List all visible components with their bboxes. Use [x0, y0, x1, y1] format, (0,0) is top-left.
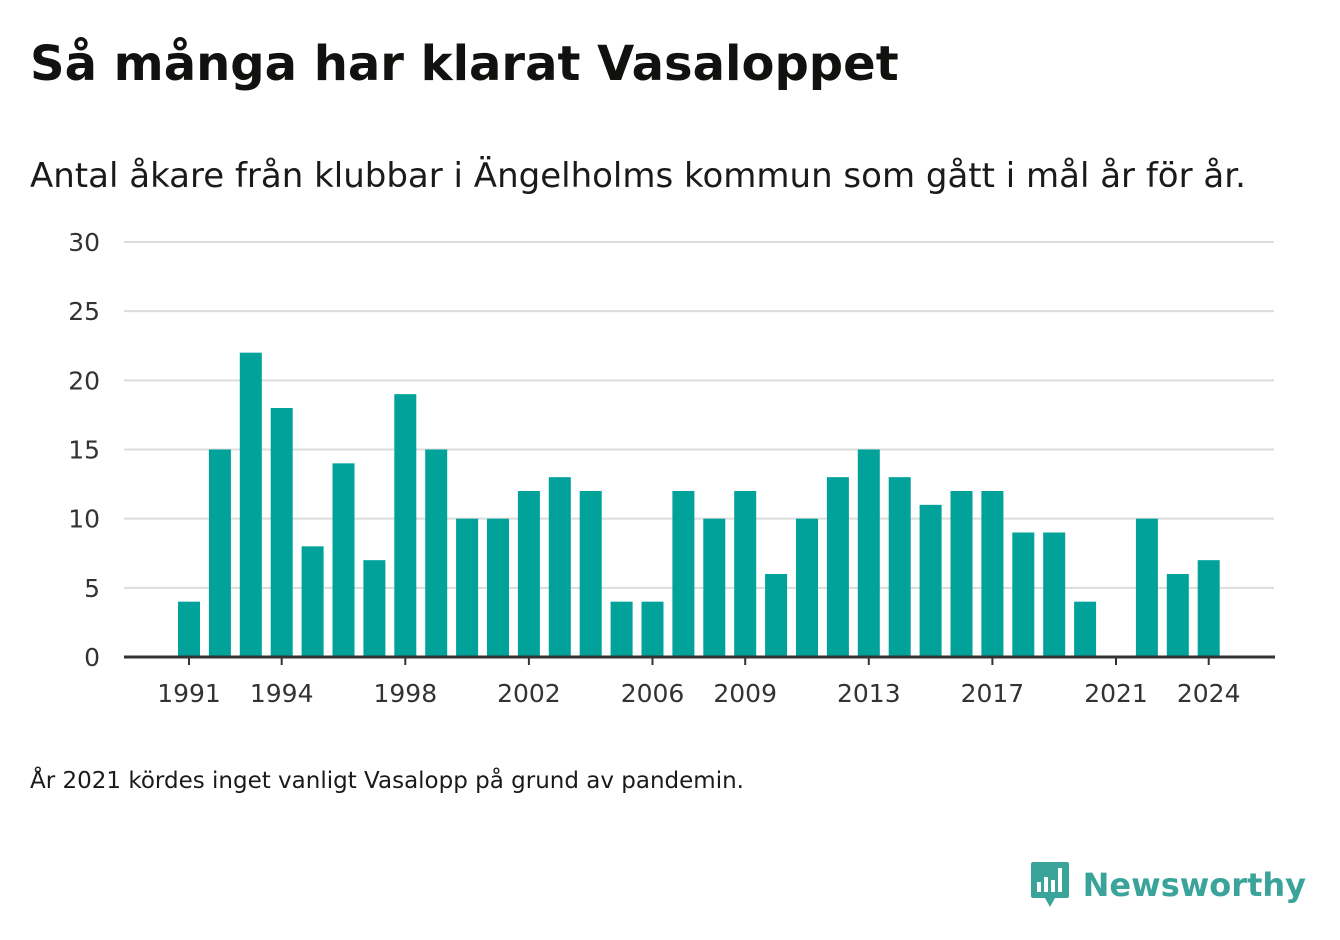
bar-2010: [765, 574, 788, 657]
axes: 0 5 10 15 20 25 30 1991 1994 1998 2002 2006 2009 2013…: [68, 228, 1275, 708]
bar-1999: [425, 449, 448, 657]
bars: [178, 352, 1220, 657]
bar-2016: [950, 491, 973, 657]
bar-1995: [301, 546, 324, 657]
chart-subtitle: Antal åkare från klubbar i Ängelholms ko…: [30, 156, 1246, 196]
y-tick-label: 10: [68, 505, 100, 534]
footnote: År 2021 kördes inget vanligt Vasalopp på…: [30, 768, 744, 794]
bar-2018: [1012, 532, 1035, 657]
brand: Newsworthy: [1029, 860, 1306, 910]
bar-2004: [579, 491, 602, 657]
y-tick-label: 15: [68, 436, 100, 465]
x-tick-label: 2021: [1084, 679, 1148, 708]
x-tick-label: 1998: [373, 679, 437, 708]
x-tick-label: 1994: [250, 679, 314, 708]
bar-2023: [1166, 574, 1189, 657]
y-tick-label: 0: [84, 643, 100, 672]
bar-2000: [456, 518, 479, 657]
bar-2009: [734, 491, 757, 657]
newsworthy-logo-icon: [1030, 862, 1069, 907]
bar-1996: [332, 463, 355, 657]
bar-2019: [1043, 532, 1066, 657]
bar-2007: [672, 491, 695, 657]
bar-2020: [1074, 601, 1097, 657]
bar-2006: [641, 601, 664, 657]
bar-2008: [703, 518, 726, 657]
bar-2015: [919, 504, 942, 657]
bar-2012: [826, 477, 849, 657]
brand-name: Newsworthy: [1082, 866, 1306, 904]
bar-1994: [270, 408, 293, 657]
x-tick-label: 2013: [837, 679, 901, 708]
x-tick-label: 2006: [621, 679, 685, 708]
bar-2022: [1135, 518, 1158, 657]
x-tick-label: 2009: [713, 679, 777, 708]
bar-1997: [363, 560, 386, 657]
bar-2005: [610, 601, 633, 657]
gridlines: [124, 241, 1274, 589]
x-tick-label: 2002: [497, 679, 561, 708]
bar-chart: 0 5 10 15 20 25 30 1991 1994 1998 2002 2006 2009 2013…: [68, 228, 1275, 708]
y-tick-label: 25: [68, 297, 100, 326]
bar-2024: [1197, 560, 1220, 657]
bar-2001: [487, 518, 509, 657]
y-tick-label: 20: [68, 366, 100, 395]
y-tick-label: 30: [68, 228, 100, 257]
bar-2017: [981, 491, 1004, 657]
chart-title: Så många har klarat Vasaloppet: [30, 36, 899, 92]
bar-1993: [239, 352, 262, 657]
bar-1992: [208, 449, 231, 657]
bar-2011: [796, 518, 818, 657]
bar-2013: [857, 449, 880, 657]
x-tick-label: 2024: [1177, 679, 1241, 708]
bar-2003: [548, 477, 571, 657]
x-tick-label: 2017: [961, 679, 1025, 708]
y-tick-label: 5: [84, 574, 100, 603]
x-tick-label: 1991: [157, 679, 221, 708]
bar-2002: [517, 491, 540, 657]
bar-1998: [394, 394, 417, 657]
bar-1991: [178, 601, 200, 657]
bar-2014: [888, 477, 911, 657]
